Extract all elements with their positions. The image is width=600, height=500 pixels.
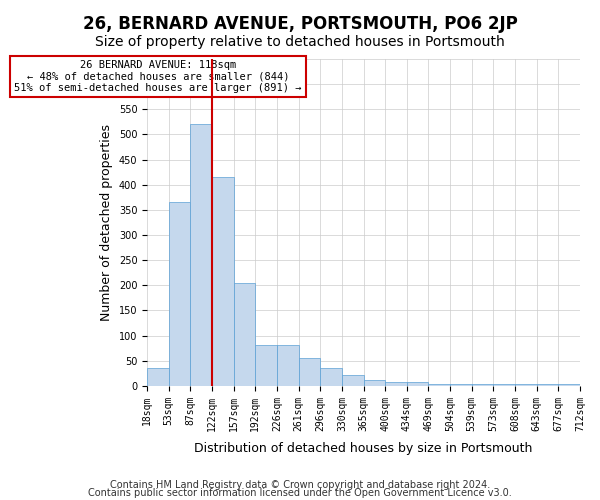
Bar	[428, 384, 450, 386]
Bar	[190, 124, 212, 386]
Bar	[537, 384, 559, 386]
Text: Size of property relative to detached houses in Portsmouth: Size of property relative to detached ho…	[95, 35, 505, 49]
Bar	[212, 177, 234, 386]
Bar	[277, 344, 299, 386]
Bar	[234, 283, 256, 386]
Bar	[493, 384, 515, 386]
Bar	[472, 384, 493, 386]
Bar	[450, 384, 472, 386]
Text: Contains public sector information licensed under the Open Government Licence v3: Contains public sector information licen…	[88, 488, 512, 498]
Bar	[407, 382, 428, 386]
Bar	[515, 384, 537, 386]
Bar	[559, 384, 580, 386]
Bar	[169, 202, 190, 386]
Y-axis label: Number of detached properties: Number of detached properties	[100, 124, 113, 321]
Text: 26, BERNARD AVENUE, PORTSMOUTH, PO6 2JP: 26, BERNARD AVENUE, PORTSMOUTH, PO6 2JP	[83, 15, 517, 33]
Bar	[320, 368, 342, 386]
Bar	[299, 358, 320, 386]
Bar	[342, 375, 364, 386]
Text: 26 BERNARD AVENUE: 118sqm
← 48% of detached houses are smaller (844)
51% of semi: 26 BERNARD AVENUE: 118sqm ← 48% of detac…	[14, 60, 302, 93]
Bar	[256, 344, 277, 386]
Text: Contains HM Land Registry data © Crown copyright and database right 2024.: Contains HM Land Registry data © Crown c…	[110, 480, 490, 490]
Bar	[147, 368, 169, 386]
Bar	[364, 380, 385, 386]
X-axis label: Distribution of detached houses by size in Portsmouth: Distribution of detached houses by size …	[194, 442, 533, 455]
Bar	[385, 382, 407, 386]
